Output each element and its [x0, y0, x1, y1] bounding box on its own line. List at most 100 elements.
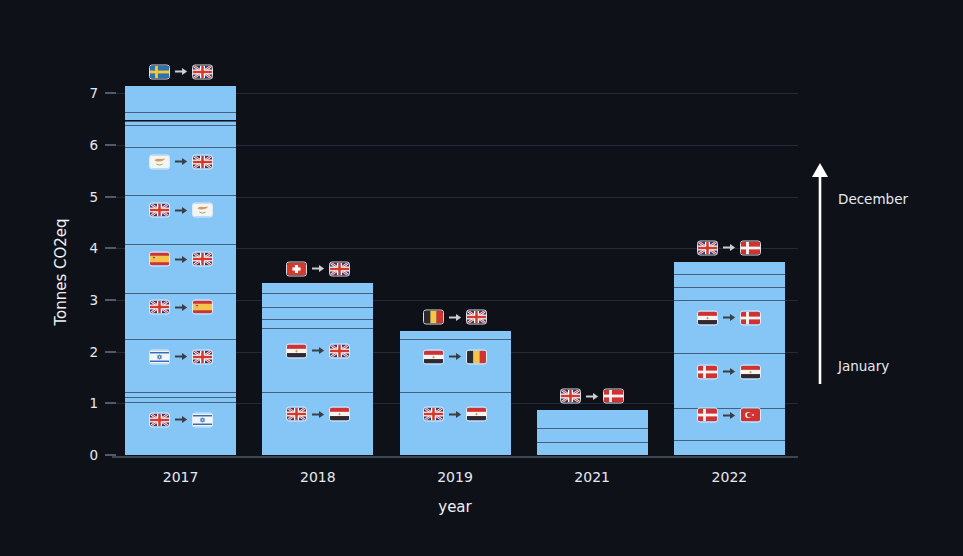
bar-segment-2018-4[interactable]	[262, 293, 373, 307]
flag-es-icon	[149, 252, 170, 267]
arrow-right-icon	[174, 254, 188, 264]
arrow-right-icon	[722, 410, 736, 420]
x-tick-label-2017: 2017	[136, 469, 226, 485]
flag-ch-icon	[286, 261, 307, 276]
bar-segment-2021-2[interactable]	[537, 410, 648, 428]
bar-segment-2022-2[interactable]	[674, 353, 785, 408]
segment-divider	[537, 442, 648, 443]
bar-segment-2018-1[interactable]	[262, 328, 373, 392]
y-tick-mark	[105, 196, 116, 198]
bar-segment-2017-0[interactable]	[125, 402, 236, 455]
route-SE-GB	[149, 64, 213, 79]
route-IL-GB	[149, 349, 213, 364]
arrow-right-icon	[722, 243, 736, 253]
bar-segment-2022-0[interactable]	[674, 440, 785, 455]
flag-gb-icon	[329, 343, 350, 358]
bar-segment-2022-5[interactable]	[674, 274, 785, 288]
y-tick-mark	[105, 144, 116, 146]
segment-divider	[125, 244, 236, 245]
flag-tr-icon	[740, 408, 761, 423]
flag-gb-icon	[697, 240, 718, 255]
route-DK-TR	[697, 408, 761, 423]
bar-segment-2017-10[interactable]	[125, 112, 236, 121]
emissions-chart-canvas: Tonnes CO2eq year 0123456720172018201920…	[0, 0, 963, 556]
segment-divider	[400, 339, 511, 340]
route-CY-GB	[149, 154, 213, 169]
arrow-right-icon	[174, 67, 188, 77]
bar-segment-2021-1[interactable]	[537, 428, 648, 441]
bar-segment-2017-11[interactable]	[125, 86, 236, 112]
arrow-right-icon	[585, 391, 599, 401]
y-tick-label: 6	[60, 136, 98, 154]
segment-divider	[125, 121, 236, 122]
route-GB-CY	[149, 203, 213, 218]
segment-divider	[262, 328, 373, 329]
y-tick-label: 2	[60, 343, 98, 361]
bar-segment-2018-3[interactable]	[262, 307, 373, 319]
flag-il-icon	[149, 349, 170, 364]
bar-segment-2018-0[interactable]	[262, 392, 373, 455]
arrow-right-icon	[174, 415, 188, 425]
flag-eg-icon	[286, 343, 307, 358]
bar-segment-2019-0[interactable]	[400, 392, 511, 455]
bar-segment-2022-3[interactable]	[674, 300, 785, 353]
arrow-right-icon	[722, 367, 736, 377]
flag-gb-icon	[329, 261, 350, 276]
segment-divider	[125, 293, 236, 294]
bar-segment-2017-3[interactable]	[125, 339, 236, 392]
route-GB-EG	[423, 407, 487, 422]
flag-be-icon	[466, 349, 487, 364]
segment-divider	[262, 319, 373, 320]
bar-segment-2018-2[interactable]	[262, 319, 373, 328]
route-GB-IL	[149, 412, 213, 427]
segment-divider	[125, 392, 236, 393]
x-tick-label-2018: 2018	[273, 469, 363, 485]
y-tick-mark	[105, 92, 116, 94]
january-label: January	[838, 358, 889, 374]
segment-divider	[674, 300, 785, 301]
bar-segment-2018-5[interactable]	[262, 283, 373, 293]
flag-gb-icon	[149, 300, 170, 315]
flag-se-icon	[149, 64, 170, 79]
y-tick-mark	[105, 402, 116, 404]
segment-divider	[262, 392, 373, 393]
flag-dk-icon	[697, 364, 718, 379]
flag-gb-icon	[192, 252, 213, 267]
segment-divider	[674, 353, 785, 354]
route-GB-DK	[697, 240, 761, 255]
route-ES-GB	[149, 252, 213, 267]
segment-divider	[125, 147, 236, 148]
y-tick-label: 1	[60, 394, 98, 412]
flag-cy-icon	[192, 203, 213, 218]
bar-segment-2022-4[interactable]	[674, 287, 785, 299]
flag-gb-icon	[192, 349, 213, 364]
bar-segment-2019-1[interactable]	[400, 339, 511, 392]
arrow-right-icon	[174, 157, 188, 167]
segment-divider	[125, 112, 236, 113]
flag-eg-icon	[697, 310, 718, 325]
bar-segment-2022-6[interactable]	[674, 262, 785, 274]
route-GB-EG	[286, 407, 350, 422]
route-EG-BE	[423, 349, 487, 364]
bar-segment-2021-0[interactable]	[537, 442, 648, 455]
y-tick-label: 0	[60, 446, 98, 464]
flag-gb-icon	[466, 310, 487, 325]
december-label: December	[838, 191, 908, 207]
flag-gb-icon	[286, 407, 307, 422]
flag-gb-icon	[560, 389, 581, 404]
segment-divider	[674, 287, 785, 288]
arrow-right-icon	[174, 352, 188, 362]
bar-segment-2019-2[interactable]	[400, 331, 511, 339]
arrow-right-icon	[722, 313, 736, 323]
arrow-right-icon	[311, 409, 325, 419]
y-tick-label: 5	[60, 188, 98, 206]
y-axis-title: Tonnes CO2eq	[52, 122, 70, 422]
bar-segment-2017-8[interactable]	[125, 125, 236, 147]
arrow-right-icon	[448, 352, 462, 362]
y-tick-mark	[105, 351, 116, 353]
x-tick-label-2022: 2022	[684, 469, 774, 485]
segment-divider	[125, 125, 236, 126]
y-tick-label: 3	[60, 291, 98, 309]
flag-gb-icon	[149, 203, 170, 218]
flag-gb-icon	[149, 412, 170, 427]
